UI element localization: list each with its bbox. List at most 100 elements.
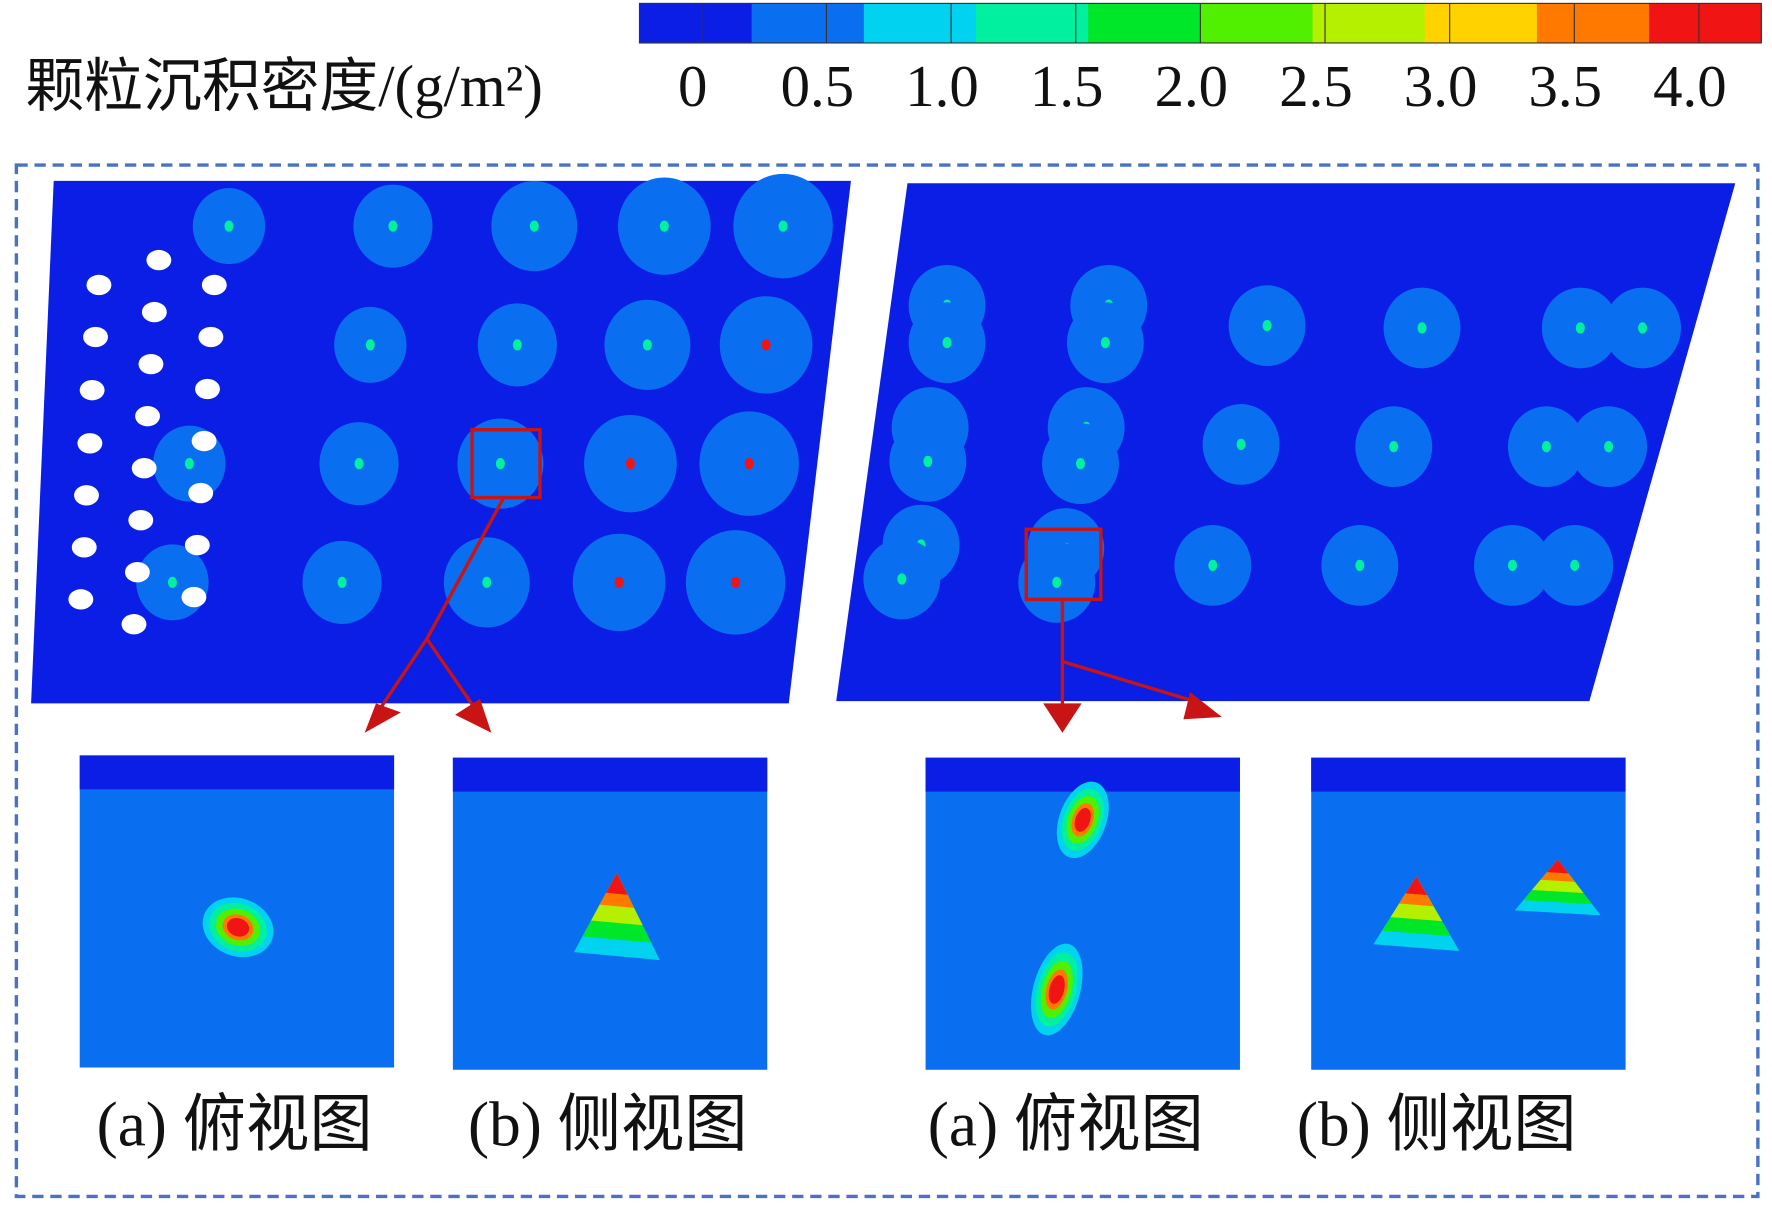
colorbar-tick-label: 2.0 [1155,54,1229,119]
deposit-core [167,576,177,589]
colorbar-segment [1536,3,1650,43]
colorbar-segment [863,3,977,43]
inset-spot [226,917,250,937]
hole [131,457,157,479]
deposit-core [1236,438,1246,451]
deposit-core [337,576,347,589]
colorbar-segment [1200,3,1314,43]
inset-cone [1546,859,1569,874]
deposit-core [659,220,669,232]
caption: (b) 侧视图 [468,1089,748,1159]
deposit-core [184,457,194,470]
hole [135,405,160,427]
hole [128,510,154,531]
colorbar-segment [1649,3,1762,43]
colorbar-segment [639,3,753,43]
inset-cone [1405,876,1428,896]
hole [79,379,105,401]
hole [201,274,227,296]
deposit-core [778,220,788,232]
hole [198,326,224,348]
hole [71,537,97,558]
inset-edge [1311,757,1626,792]
deposit-core [365,339,375,351]
hole [146,249,172,271]
caption: (b) 侧视图 [1297,1089,1577,1159]
deposit-core [642,339,652,351]
hole [74,485,99,506]
hole [68,589,94,610]
deposit-core [761,339,771,351]
insets [79,755,1626,1070]
deposit-core [354,457,364,470]
deposit-core [1604,441,1614,453]
colorbar-tick-label: 1.0 [905,54,979,119]
deposit-core [1208,559,1218,572]
deposit-core [625,457,635,470]
deposit-core [1417,322,1427,334]
deposit-core [529,220,539,232]
colorbar-tick-label: 0 [678,54,707,119]
deposit-core [1575,322,1585,334]
deposit-core [512,339,522,351]
frame [14,163,1760,1199]
colorbar-tick-label: 1.5 [1030,54,1104,119]
deposit-core [1262,320,1272,332]
colorbar-label: 颗粒沉积密度/(g/m²) [25,54,542,119]
hole [121,614,147,635]
inset-edge [79,755,395,790]
inset-edge [452,757,768,792]
deposit-core [495,457,505,470]
colorbar-tick-label: 0.5 [781,54,854,119]
hole [124,562,150,583]
callouts [374,428,1202,716]
deposit-core [1570,559,1580,572]
colorbar-segment [1424,3,1538,43]
hole [181,586,207,608]
deposit-core [1355,559,1365,572]
deposit-core [482,576,492,589]
hole [77,433,103,454]
inset-spot [1074,807,1091,832]
deposit-core [744,457,754,470]
deposit-core [942,336,952,349]
hole [83,326,108,348]
deposit-core [897,573,907,585]
colorbar-segment [976,3,1089,43]
caption: (a) 俯视图 [928,1089,1204,1159]
caption: (a) 俯视图 [97,1089,373,1159]
deposit-core [731,576,741,589]
captions: (a) 俯视图 (b) 侧视图 (a) 俯视图 (b) 侧视图 [97,1089,1577,1159]
colorbar-tick-label: 3.5 [1529,54,1603,119]
hole [86,274,112,296]
deposit-core [1100,336,1110,349]
deposit-core [224,220,234,232]
deposit-core [1052,576,1062,589]
colorbar-segment [1088,3,1201,43]
deposit-core [1389,441,1399,453]
colorbar-tick-label: 2.5 [1279,54,1353,119]
deposit-core [388,220,398,232]
deposit-core [1638,322,1648,334]
inset-cone [606,873,628,895]
arrowheads [364,692,1222,733]
colorbar-segment [751,3,865,43]
hole [138,353,164,375]
hole [141,301,167,323]
colorbar-tick-label: 3.0 [1404,54,1478,119]
deposit-core [614,576,624,589]
deposit-core [923,455,933,468]
hole [191,430,217,452]
deposit-core [1507,559,1518,572]
hole [195,378,220,400]
deposit-core [1541,441,1551,453]
colorbar: 0 0.5 1.0 1.5 2.0 2.5 3.0 3.5 4.0 [638,2,1762,119]
inset-spot [1048,975,1065,1004]
colorbar-segment [1312,3,1426,43]
deposit-core [1075,457,1086,470]
colorbar-tick-label: 4.0 [1653,54,1727,119]
hole [188,482,214,504]
hole [184,534,210,556]
